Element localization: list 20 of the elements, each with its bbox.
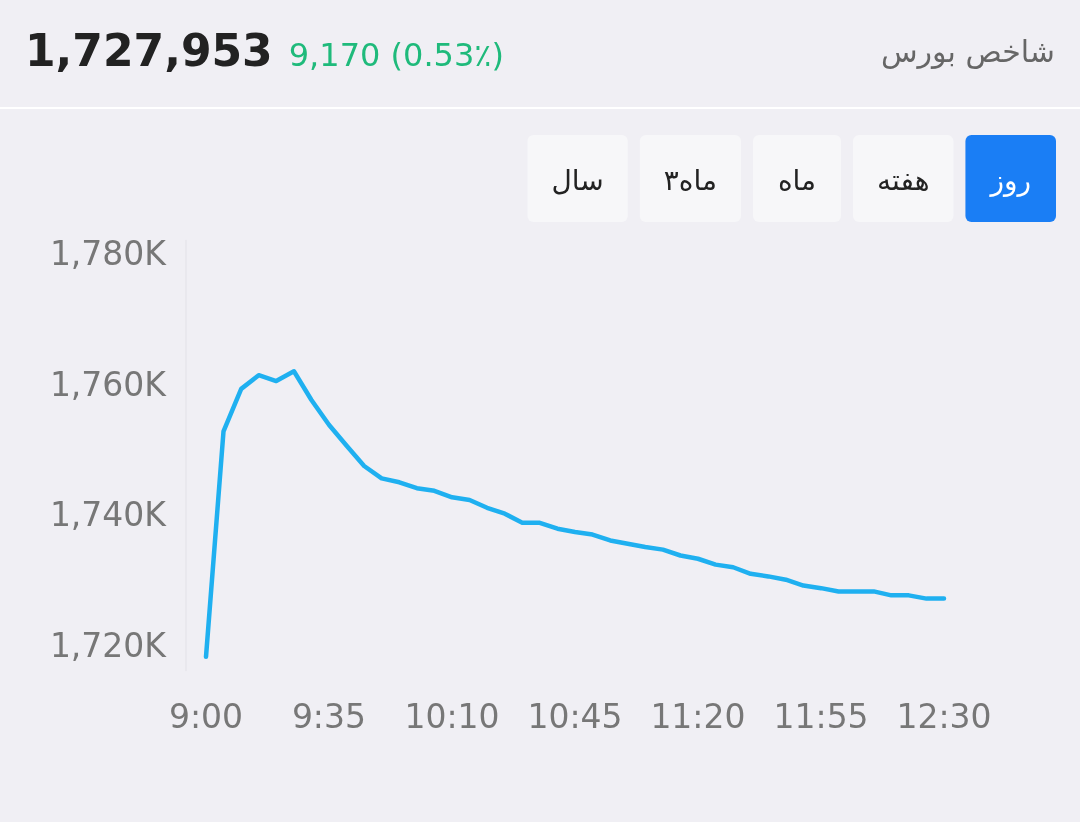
text: روز	[988, 164, 1031, 197]
y-tick-label: 1,760K	[49, 364, 168, 404]
y-tick-label: 1,720K	[49, 626, 168, 665]
x-tick-label: 12:30	[896, 697, 992, 736]
x-tick-label: 9:35	[291, 697, 366, 736]
text: سال	[551, 164, 604, 197]
x-tick-label: 10:10	[404, 697, 500, 736]
y-tick-label: 1,740K	[49, 495, 168, 535]
y-tick-label: 1,780K	[49, 234, 168, 273]
chart-title: شاخص بورس	[880, 34, 1055, 69]
text: هفته	[877, 164, 930, 197]
text: ماه	[777, 164, 817, 197]
line-series	[203, 369, 947, 660]
text: 9,170 (0.53٪)	[288, 36, 504, 74]
text: 1,727,953	[25, 25, 273, 76]
x-tick-label: 10:45	[527, 697, 623, 736]
x-tick-label: 11:20	[650, 697, 746, 736]
text: ۳ماه	[663, 164, 718, 197]
x-tick-label: 11:55	[773, 697, 869, 736]
x-tick-label: 9:00	[168, 697, 244, 736]
